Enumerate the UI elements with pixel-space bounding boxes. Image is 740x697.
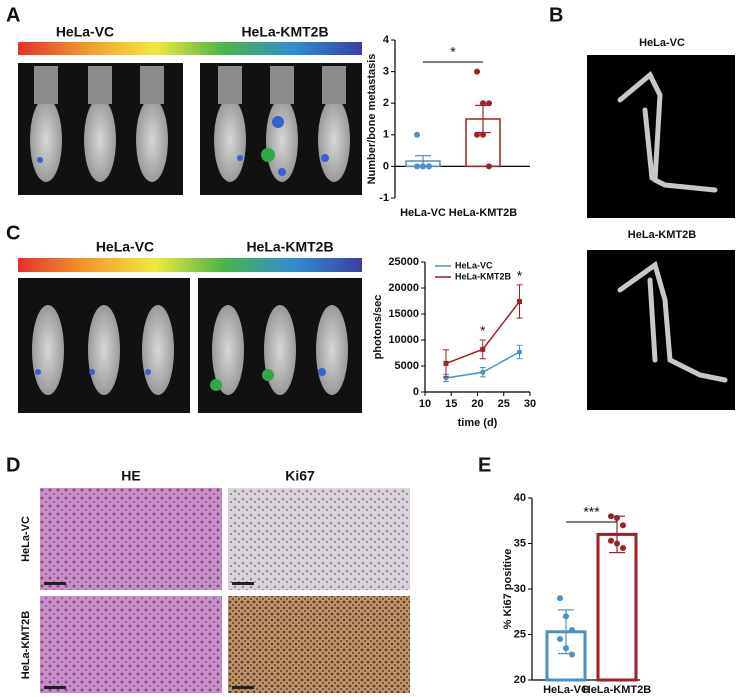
y-tick-label: 25 xyxy=(514,628,526,640)
group-label: HeLa-VC xyxy=(639,37,685,49)
data-point xyxy=(474,131,480,138)
legend-label: HeLa-VC xyxy=(455,260,493,270)
data-point xyxy=(486,100,492,107)
row-label: HeLa-VC xyxy=(20,516,32,562)
group-label: HeLa-VC xyxy=(56,24,114,40)
color-scale xyxy=(18,42,362,55)
color-scale xyxy=(18,258,362,272)
panel-label: E xyxy=(478,454,491,476)
y-tick-label: 2 xyxy=(383,97,389,109)
y-axis-label: Number/bone metastasis xyxy=(366,54,378,185)
data-point xyxy=(480,131,486,138)
group-label: HeLa-KMT2B xyxy=(628,229,697,241)
data-point xyxy=(480,369,486,375)
y-axis-label: photons/sec xyxy=(372,295,384,360)
x-tick-label: 15 xyxy=(445,398,457,410)
x-tick-label: 10 xyxy=(419,398,431,410)
x-axis-label: time (d) xyxy=(458,417,498,429)
y-tick-label: 5000 xyxy=(395,360,419,372)
mouse-image xyxy=(18,63,362,195)
y-tick-label: 1 xyxy=(383,129,389,141)
y-tick-label: 35 xyxy=(514,537,526,549)
mouse-image xyxy=(18,278,362,413)
y-tick-label: 20 xyxy=(514,674,526,686)
x-tick-label: 30 xyxy=(524,398,536,410)
annotation: * xyxy=(480,323,486,339)
data-point xyxy=(517,299,522,305)
x-tick-label: HeLa-KMT2B xyxy=(583,684,652,696)
panel-label: D xyxy=(6,454,20,476)
data-point xyxy=(563,613,569,620)
data-point xyxy=(620,545,626,552)
data-point xyxy=(486,163,492,170)
y-tick-label: 25000 xyxy=(388,256,419,268)
data-point xyxy=(569,651,575,658)
data-point xyxy=(426,163,432,170)
y-tick-label: 0 xyxy=(413,386,419,398)
annotation: * xyxy=(517,268,523,284)
data-point xyxy=(557,595,563,602)
data-point xyxy=(420,163,426,170)
data-point xyxy=(563,645,569,652)
data-point xyxy=(474,68,480,75)
group-label: HeLa-VC xyxy=(96,239,154,255)
y-tick-label: 10000 xyxy=(388,334,419,346)
y-tick-label: 4 xyxy=(383,34,390,46)
x-tick-label: HeLa-VC xyxy=(400,207,446,219)
data-point xyxy=(414,163,420,170)
y-axis-label: % Ki67 positive xyxy=(502,549,514,630)
data-point xyxy=(608,513,614,520)
group-label: HeLa-KMT2B xyxy=(246,239,333,255)
x-tick-label: 20 xyxy=(471,398,483,410)
data-point xyxy=(414,131,420,138)
data-point xyxy=(480,346,486,352)
y-tick-label: -1 xyxy=(379,192,389,204)
y-tick-label: 30 xyxy=(514,583,526,595)
row-label: HeLa-KMT2B xyxy=(20,611,32,680)
bar xyxy=(596,532,638,682)
column-label: Ki67 xyxy=(285,468,315,484)
column-label: HE xyxy=(121,468,140,484)
histology-image xyxy=(40,488,410,693)
y-tick-label: 40 xyxy=(514,492,526,504)
y-tick-label: 20000 xyxy=(388,282,419,294)
x-tick-label: 25 xyxy=(498,398,510,410)
significance-label: *** xyxy=(583,504,600,520)
panel-label: B xyxy=(549,4,563,26)
data-point xyxy=(443,360,449,366)
data-point xyxy=(569,626,575,633)
x-tick-label: HeLa-KMT2B xyxy=(449,207,518,219)
x-tick-label: HeLa-VC xyxy=(543,684,589,696)
y-tick-label: 15000 xyxy=(388,308,419,320)
data-point xyxy=(614,540,620,547)
legend-label: HeLa-KMT2B xyxy=(455,271,512,281)
y-tick-label: 3 xyxy=(383,66,389,78)
data-point xyxy=(480,100,486,107)
bone-image xyxy=(587,55,735,410)
data-point xyxy=(557,636,563,643)
significance-label: * xyxy=(450,44,456,60)
y-tick-label: 0 xyxy=(383,160,389,172)
panel-label: A xyxy=(6,4,20,26)
group-label: HeLa-KMT2B xyxy=(241,24,328,40)
data-point xyxy=(614,515,620,522)
data-point xyxy=(608,537,614,544)
panel-label: C xyxy=(6,222,20,244)
data-point xyxy=(620,522,626,529)
data-point xyxy=(517,349,522,355)
